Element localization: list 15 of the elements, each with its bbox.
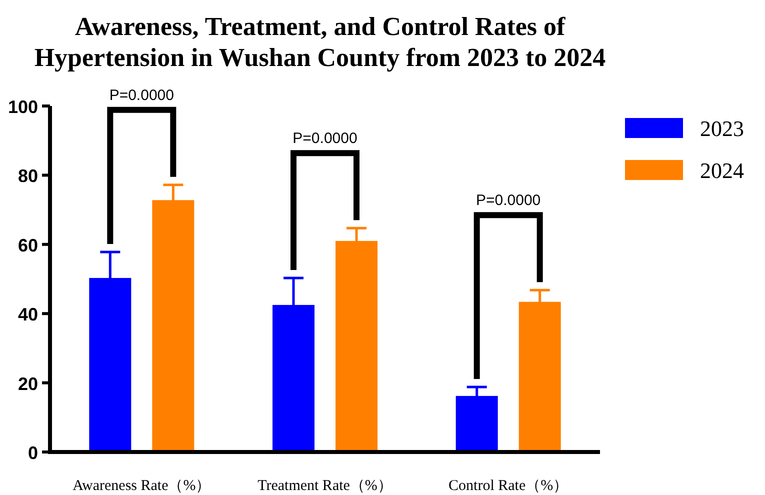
y-tick-label: 0 — [28, 443, 38, 463]
chart-title: Awareness, Treatment, and Control Rates of Hypertension in Wushan County from 2023 to 2024 — [34, 12, 606, 72]
y-tick-label: 40 — [18, 304, 38, 325]
x-tick-label: Treatment Rate（%） — [258, 478, 392, 494]
text: P=0.0000 — [109, 86, 174, 104]
annotation: P=0.0000 — [476, 192, 541, 210]
y-tick-label: 100 — [8, 97, 38, 117]
annotation: P=0.0000 — [292, 130, 358, 148]
y-tick-label: 60 — [18, 235, 38, 256]
x-tick-label: Control Rate（%） — [448, 478, 568, 494]
legend-label: 2023 — [700, 116, 744, 141]
y-tick-label: 80 — [18, 166, 38, 186]
x-tick-label: Awareness Rate（%） — [72, 478, 211, 494]
y-tick-label: 20 — [18, 374, 38, 394]
legend-label: 2024 — [700, 158, 744, 183]
